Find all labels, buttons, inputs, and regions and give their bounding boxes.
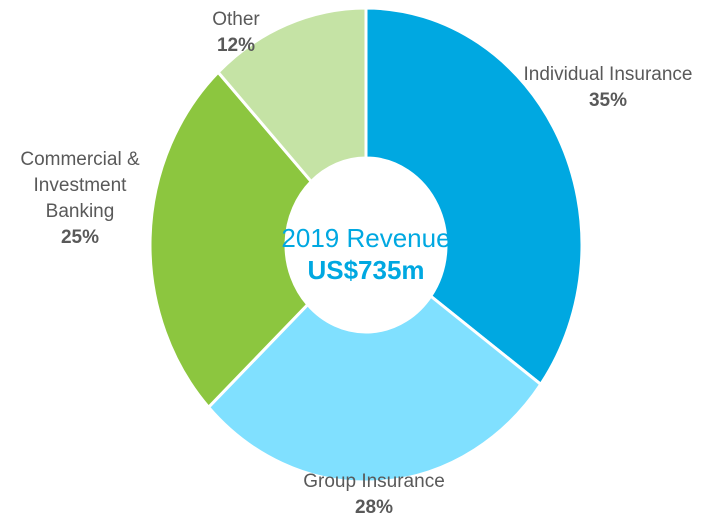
value-label: 28% <box>354 497 394 518</box>
slice-label: Group Insurance 28% <box>254 469 494 521</box>
slice <box>364 6 584 387</box>
slice <box>206 293 543 484</box>
value-label: 12% <box>216 35 256 56</box>
center-value: US$735m <box>307 255 425 285</box>
category-label: Other <box>212 9 260 30</box>
slice <box>148 70 314 410</box>
category-label: Commercial & Investment Banking <box>20 149 140 222</box>
center-title: 2019 Revenue <box>281 223 451 253</box>
value-label: 35% <box>588 90 628 111</box>
category-label: Group Insurance <box>303 471 445 492</box>
value-label: 25% <box>60 227 100 248</box>
center-label: 2019 Revenue US$735m <box>266 222 466 286</box>
slice-label: Other 12% <box>176 7 296 59</box>
slice <box>216 6 368 184</box>
category-label: Individual Insurance <box>523 64 693 85</box>
slice-label: Individual Insurance 35% <box>488 62 717 114</box>
slice-label: Commercial & Investment Banking 25% <box>0 147 160 251</box>
